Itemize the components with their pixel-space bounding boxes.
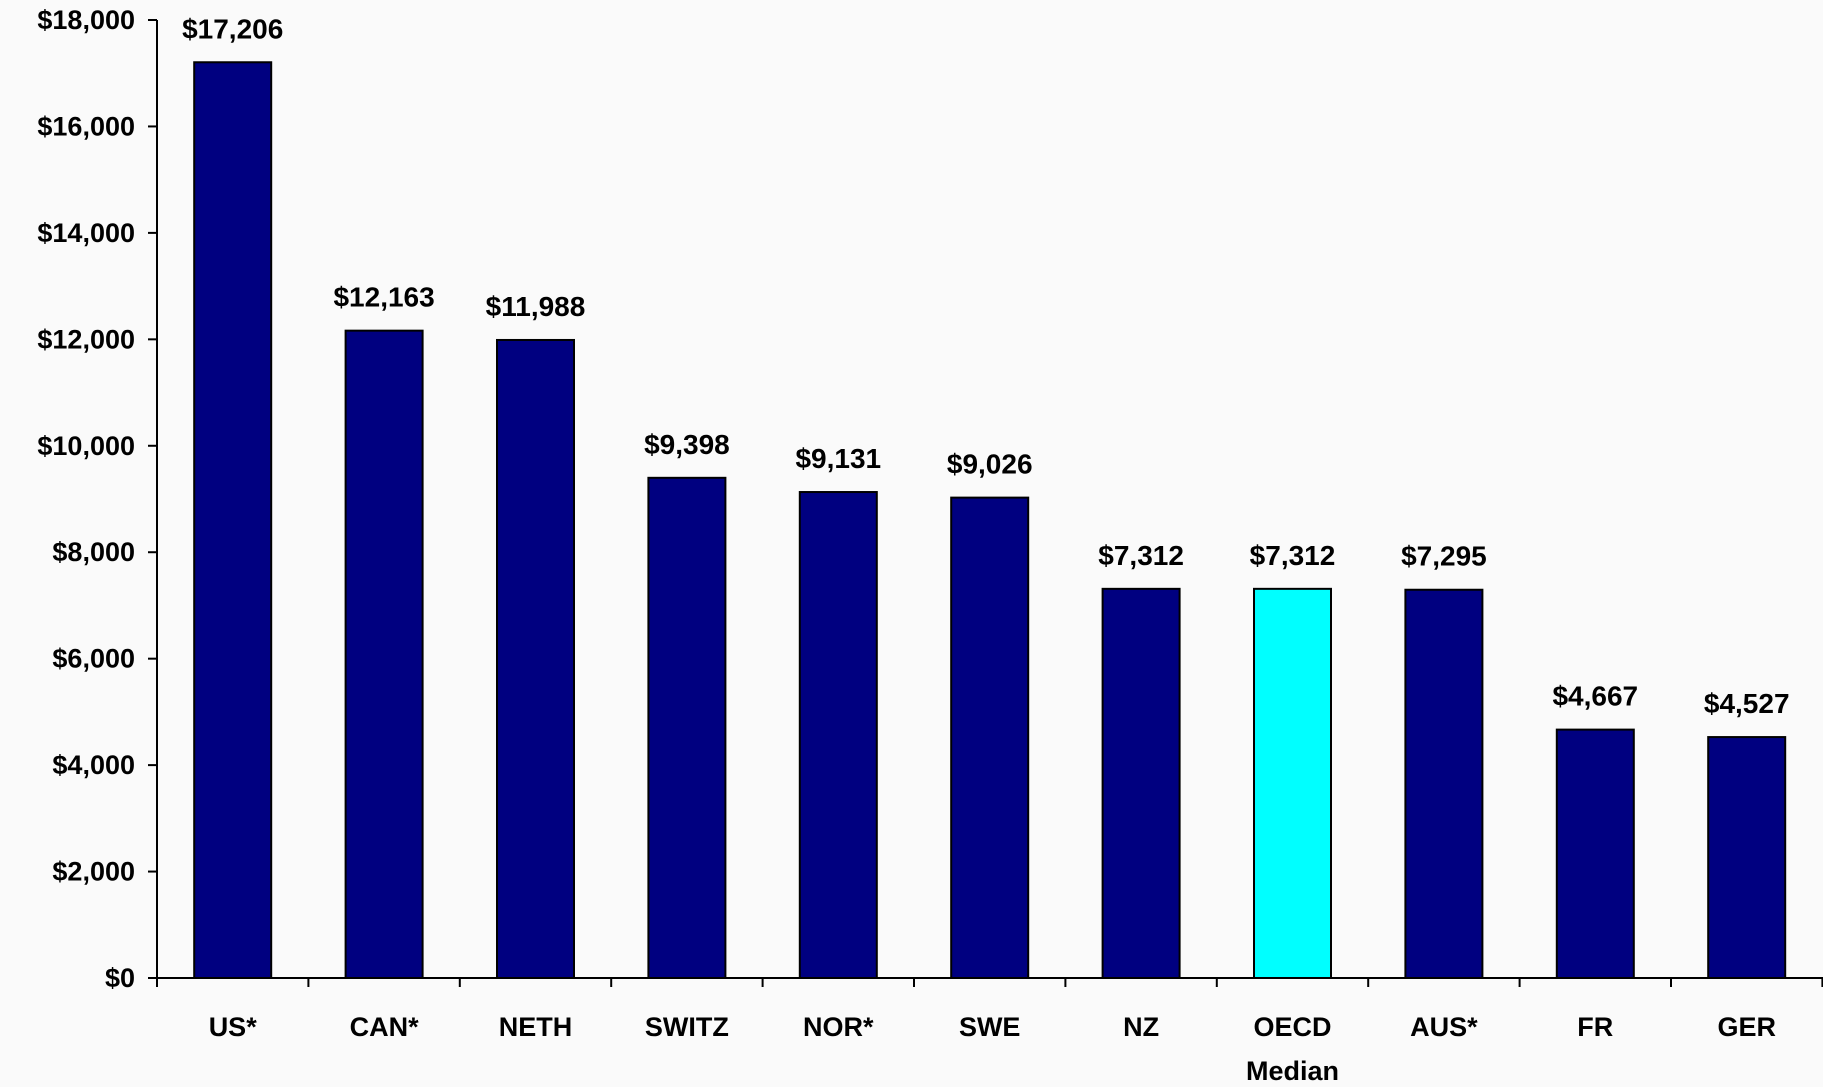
bar-swe xyxy=(950,496,1030,979)
y-tick-label: $12,000 xyxy=(37,324,135,354)
y-tick-label: $18,000 xyxy=(37,5,135,35)
category-sublabel: Median xyxy=(1246,1056,1339,1086)
bar-us xyxy=(193,61,273,980)
bar-oecd xyxy=(1253,587,1332,979)
y-tick-label: $6,000 xyxy=(52,644,135,674)
value-label: $7,312 xyxy=(1250,540,1336,571)
category-label: US* xyxy=(209,1012,258,1042)
bar-aus xyxy=(1404,588,1484,979)
category-label: NZ xyxy=(1123,1012,1159,1042)
value-labels: $17,206 $12,163 $11,988 $9,398 $9,131 $9,026 $… xyxy=(182,13,1789,719)
y-tick-label: $0 xyxy=(105,963,135,993)
value-label: $4,527 xyxy=(1704,688,1790,719)
bar-switz xyxy=(647,476,727,979)
bar-neth xyxy=(496,338,575,979)
bar-can xyxy=(344,329,424,980)
value-label: $17,206 xyxy=(182,13,283,44)
value-label: $7,312 xyxy=(1098,540,1184,571)
y-axis-ticks: $0 $2,000 $4,000 $6,000 $8,000 $10,000 $12,000… xyxy=(37,5,1823,993)
y-tick-label: $16,000 xyxy=(37,111,135,141)
y-tick-label: $8,000 xyxy=(52,537,135,567)
value-label: $11,988 xyxy=(486,291,586,322)
bar-fr xyxy=(1555,728,1635,979)
category-label: GER xyxy=(1717,1012,1776,1042)
category-label: CAN* xyxy=(350,1012,419,1042)
y-tick-label: $2,000 xyxy=(52,857,135,887)
category-label: SWE xyxy=(959,1012,1021,1042)
category-label: AUS* xyxy=(1410,1012,1478,1042)
bar-ger xyxy=(1707,736,1787,979)
y-tick-label: $10,000 xyxy=(37,431,135,461)
bar-nz xyxy=(1101,587,1181,979)
category-label: NOR* xyxy=(803,1012,874,1042)
category-label: OECD xyxy=(1253,1012,1331,1042)
value-label: $9,026 xyxy=(947,449,1033,480)
y-tick-label: $4,000 xyxy=(52,750,135,780)
category-label: SWITZ xyxy=(645,1012,729,1042)
bars xyxy=(193,61,1787,980)
category-label: NETH xyxy=(499,1012,573,1042)
value-label: $12,163 xyxy=(333,282,434,313)
category-label: FR xyxy=(1577,1012,1613,1042)
x-axis-labels: US* CAN* NETH SWITZ NOR* SWE NZ OECD Median AUS* F… xyxy=(209,1012,1776,1086)
value-label: $9,131 xyxy=(795,443,881,474)
y-tick-label: $14,000 xyxy=(37,218,135,248)
value-label: $4,667 xyxy=(1552,681,1638,712)
bar-nor xyxy=(798,491,878,979)
value-label: $7,295 xyxy=(1401,541,1487,572)
value-label: $9,398 xyxy=(644,429,730,460)
